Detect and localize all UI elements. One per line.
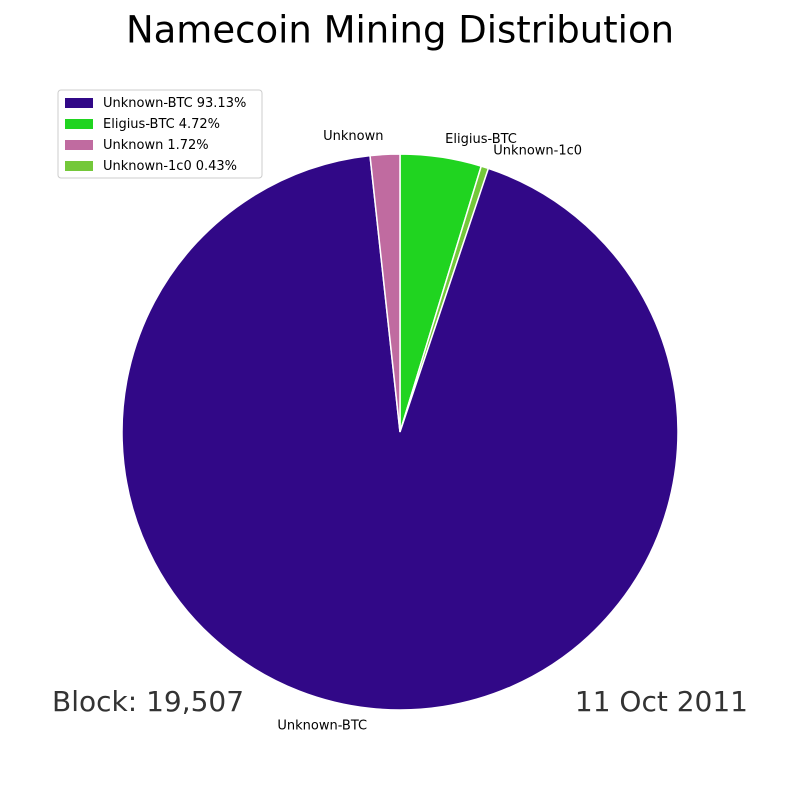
legend-value: 4.72%	[179, 117, 220, 132]
legend-label: Unknown-BTC 93.13%	[103, 96, 246, 111]
chart-title: Namecoin Mining Distribution	[126, 9, 674, 52]
legend: Unknown-BTC 93.13% Eligius-BTC 4.72% Unknown…	[57, 89, 263, 179]
legend-value: 1.72%	[167, 138, 208, 153]
legend-swatch	[65, 140, 93, 150]
legend-name: Unknown	[103, 138, 163, 153]
legend-swatch	[65, 161, 93, 171]
slice-label: Unknown	[323, 129, 383, 144]
legend-swatch	[65, 119, 93, 129]
pie-slice	[369, 153, 401, 433]
legend-label: Unknown-1c0 0.43%	[103, 159, 237, 174]
legend-name: Unknown-1c0	[103, 159, 192, 174]
legend-value: 93.13%	[197, 96, 247, 111]
legend-swatch	[65, 98, 93, 108]
slice-label: Unknown-1c0	[493, 143, 582, 158]
legend-label: Eligius-BTC 4.72%	[103, 117, 220, 132]
block-annotation: Block: 19,507	[52, 685, 244, 718]
legend-label: Unknown 1.72%	[103, 138, 209, 153]
legend-name: Unknown-BTC	[103, 96, 193, 111]
legend-box	[57, 89, 263, 179]
pie	[121, 153, 679, 711]
legend-name: Eligius-BTC	[103, 117, 175, 132]
pie-slice	[121, 154, 679, 711]
legend-value: 0.43%	[196, 159, 237, 174]
date-annotation: 11 Oct 2011	[575, 685, 748, 718]
slice-label: Eligius-BTC	[445, 132, 517, 147]
slice-label: Unknown-BTC	[277, 719, 367, 734]
